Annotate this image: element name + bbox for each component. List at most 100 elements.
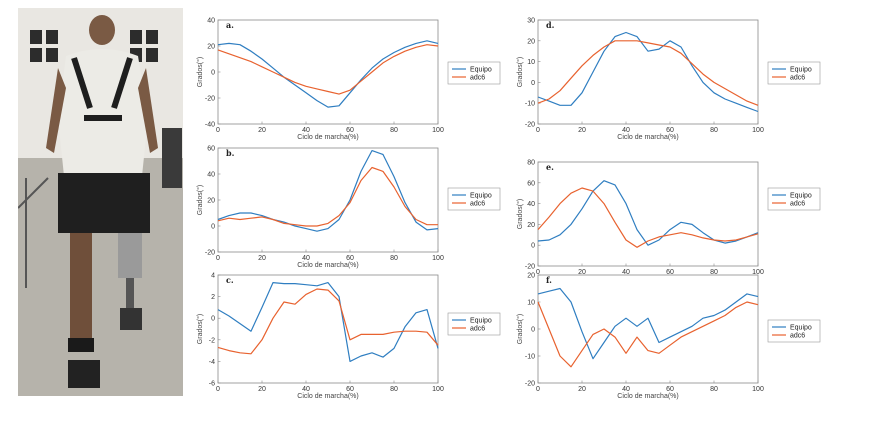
y-tick-label: -20 xyxy=(525,381,535,388)
y-axis-label: Grados(°) xyxy=(196,57,204,87)
y-tick-label: 0 xyxy=(531,243,535,250)
x-tick-label: 80 xyxy=(390,386,398,393)
series-line-equipo xyxy=(217,150,439,232)
gait-photo xyxy=(17,8,183,396)
legend-label: adc6 xyxy=(790,201,805,208)
x-tick-label: 100 xyxy=(752,269,764,276)
y-tick-label: 20 xyxy=(527,38,535,45)
chart-panel-5: 0 20 40 60 80 100 -6 -4 -2 0 2 4 Ciclo de marcha(%) G… xyxy=(196,273,501,400)
x-tick-label: 0 xyxy=(216,255,220,262)
y-tick-label: 20 xyxy=(207,44,215,51)
x-tick-label: 0 xyxy=(536,269,540,276)
x-axis-label: Ciclo de marcha(%) xyxy=(297,134,358,141)
x-tick-label: 20 xyxy=(578,269,586,276)
legend-label: Equipo xyxy=(790,67,812,74)
legend-box xyxy=(447,61,501,85)
panel-label: a. xyxy=(226,20,234,30)
y-tick-label: 10 xyxy=(527,300,535,307)
x-axis-label: Ciclo de marcha(%) xyxy=(297,262,358,269)
series-line-equipo xyxy=(537,31,759,113)
plot-area xyxy=(217,274,439,384)
person-walking-with-prosthesis-photo xyxy=(17,8,183,396)
x-tick-label: 100 xyxy=(432,386,444,393)
legend-box xyxy=(447,187,501,211)
panel-label: e. xyxy=(546,162,554,172)
y-tick-label: 10 xyxy=(527,59,535,66)
x-tick-label: 40 xyxy=(302,127,310,134)
x-axis-label: Ciclo de marcha(%) xyxy=(617,134,678,141)
y-tick-label: -4 xyxy=(209,359,215,366)
x-tick-label: 100 xyxy=(432,127,444,134)
y-tick-label: 40 xyxy=(527,201,535,208)
x-tick-label: 100 xyxy=(432,255,444,262)
plot-area xyxy=(537,19,759,125)
y-tick-label: 20 xyxy=(527,222,535,229)
x-tick-label: 60 xyxy=(666,386,674,393)
x-axis-label: Ciclo de marcha(%) xyxy=(297,393,358,400)
x-tick-label: 20 xyxy=(258,255,266,262)
legend-box xyxy=(767,187,821,211)
series-line-equipo xyxy=(537,287,759,360)
x-tick-label: 60 xyxy=(346,386,354,393)
x-tick-label: 0 xyxy=(536,127,540,134)
x-tick-label: 100 xyxy=(752,127,764,134)
legend-box xyxy=(447,312,501,336)
chart-panel-2: 0 20 40 60 80 100 -20 -10 0 10 20 30 Ciclo de marcha… xyxy=(516,18,821,141)
legend-label: adc6 xyxy=(470,201,485,208)
panel-label: b. xyxy=(226,148,235,158)
series-line-equipo xyxy=(217,40,439,108)
y-tick-label: 20 xyxy=(527,273,535,280)
legend-label: adc6 xyxy=(470,75,485,82)
y-tick-label: -10 xyxy=(525,354,535,361)
x-tick-label: 80 xyxy=(710,127,718,134)
y-tick-label: 4 xyxy=(211,273,215,280)
x-tick-label: 80 xyxy=(710,269,718,276)
legend-label: Equipo xyxy=(790,193,812,200)
series-line-adc6 xyxy=(217,44,439,95)
legend-label: adc6 xyxy=(790,75,805,82)
series-line-equipo xyxy=(537,180,759,246)
y-tick-label: -40 xyxy=(205,122,215,129)
x-tick-label: 0 xyxy=(536,386,540,393)
y-tick-label: 0 xyxy=(531,327,535,334)
y-tick-label: -20 xyxy=(525,122,535,129)
y-axis-label: Grados(°) xyxy=(516,57,524,87)
series-line-adc6 xyxy=(217,288,439,355)
x-tick-label: 100 xyxy=(752,386,764,393)
x-tick-label: 60 xyxy=(666,269,674,276)
legend-box xyxy=(767,61,821,85)
y-tick-label: -2 xyxy=(209,337,215,344)
y-tick-label: 30 xyxy=(527,18,535,25)
y-tick-label: -10 xyxy=(525,101,535,108)
x-tick-label: 20 xyxy=(578,386,586,393)
y-tick-label: 40 xyxy=(207,172,215,179)
y-tick-label: 20 xyxy=(207,198,215,205)
y-tick-label: 0 xyxy=(211,224,215,231)
y-axis-label: Grados(°) xyxy=(196,185,204,215)
x-tick-label: 80 xyxy=(710,386,718,393)
y-tick-label: 80 xyxy=(527,160,535,167)
x-axis-label: Ciclo de marcha(%) xyxy=(617,393,678,400)
x-tick-label: 60 xyxy=(346,127,354,134)
plot-area xyxy=(537,274,759,384)
y-axis-label: Grados(°) xyxy=(196,314,204,344)
panel-label: c. xyxy=(226,275,234,285)
plot-area xyxy=(217,147,439,253)
legend-box xyxy=(767,319,821,343)
y-tick-label: 2 xyxy=(211,294,215,301)
legend-label: Equipo xyxy=(470,67,492,74)
y-tick-label: 60 xyxy=(207,146,215,153)
plot-area xyxy=(217,19,439,125)
panel-label: f. xyxy=(546,275,552,285)
series-line-adc6 xyxy=(537,187,759,248)
legend-label: Equipo xyxy=(470,193,492,200)
y-tick-label: -20 xyxy=(525,264,535,271)
y-tick-label: 0 xyxy=(211,316,215,323)
legend-label: adc6 xyxy=(790,333,805,340)
x-tick-label: 40 xyxy=(302,386,310,393)
